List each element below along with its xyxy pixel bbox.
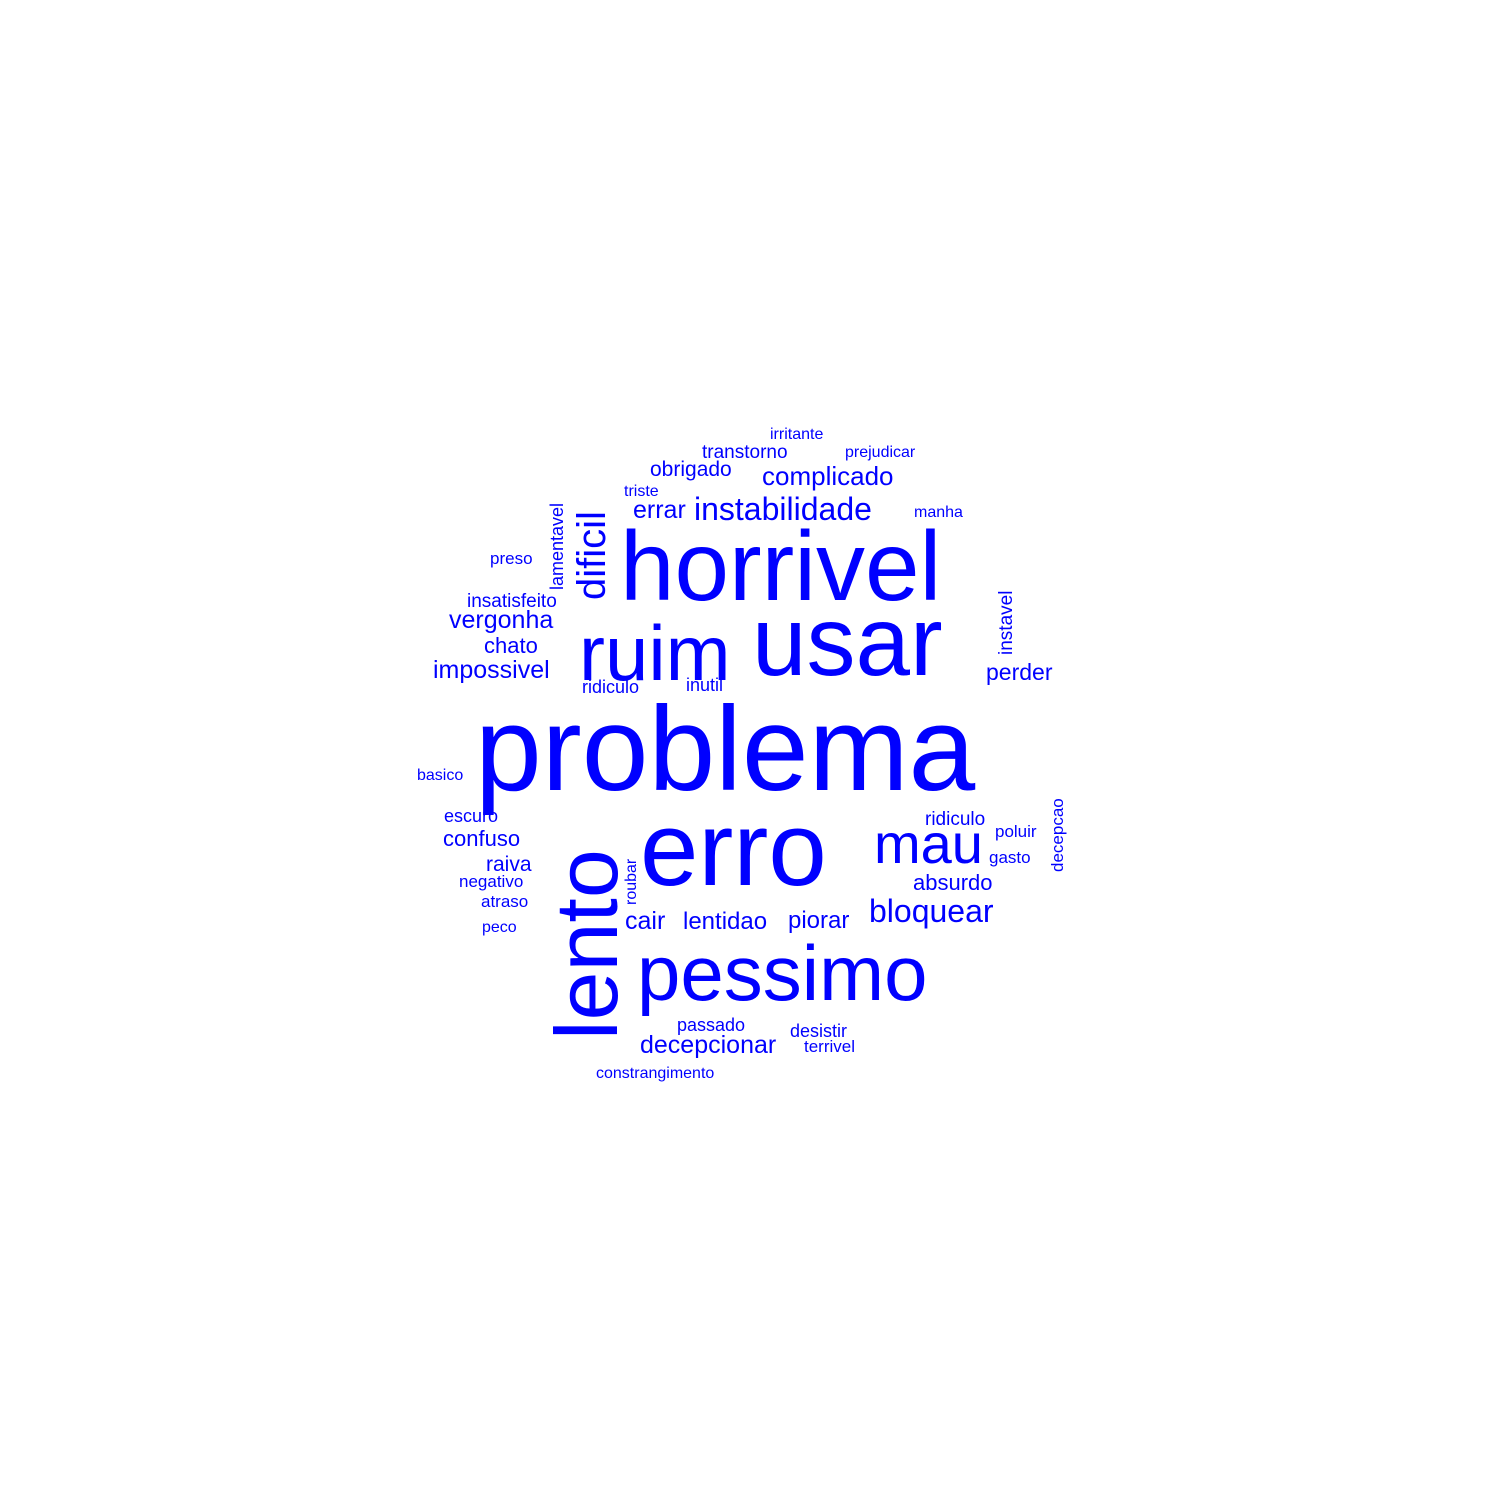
cloud-word: passado bbox=[677, 1015, 745, 1035]
cloud-word: lentidao bbox=[683, 908, 767, 935]
cloud-word: confuso bbox=[443, 826, 520, 851]
cloud-word: decepcionar bbox=[640, 1031, 776, 1059]
cloud-word: transtorno bbox=[702, 442, 788, 463]
cloud-word: vergonha bbox=[449, 606, 553, 634]
cloud-word: decepcao bbox=[1048, 798, 1067, 872]
cloud-word: raiva bbox=[486, 853, 532, 876]
cloud-word: impossivel bbox=[433, 656, 550, 684]
cloud-word: peco bbox=[482, 919, 517, 936]
cloud-word: bloquear bbox=[869, 893, 994, 929]
cloud-word: escuro bbox=[444, 806, 498, 826]
cloud-word: lento bbox=[537, 849, 636, 1040]
cloud-word: dificil bbox=[570, 511, 614, 600]
cloud-word: constrangimento bbox=[596, 1065, 714, 1082]
cloud-word: obrigado bbox=[650, 458, 732, 481]
cloud-word: ridiculo bbox=[582, 677, 639, 697]
cloud-word: negativo bbox=[459, 872, 523, 891]
cloud-word: mau bbox=[874, 812, 983, 875]
cloud-word: poluir bbox=[995, 822, 1037, 841]
cloud-word: pessimo bbox=[637, 929, 927, 1017]
cloud-word: problema bbox=[475, 682, 976, 816]
cloud-word: ridiculo bbox=[925, 809, 985, 830]
cloud-word: lamentavel bbox=[547, 503, 567, 590]
cloud-word: usar bbox=[752, 586, 943, 696]
cloud-word: inutil bbox=[686, 675, 723, 695]
cloud-word: ruim bbox=[579, 609, 731, 697]
cloud-word: manha bbox=[914, 504, 963, 521]
cloud-word: triste bbox=[624, 483, 659, 500]
cloud-word: basico bbox=[417, 767, 463, 784]
cloud-word: chato bbox=[484, 633, 538, 658]
cloud-word: irritante bbox=[770, 426, 823, 443]
cloud-word: absurdo bbox=[913, 870, 993, 895]
cloud-word: complicado bbox=[762, 461, 894, 491]
cloud-word: preso bbox=[490, 549, 533, 568]
cloud-word: insatisfeito bbox=[467, 591, 557, 612]
cloud-word: desistir bbox=[790, 1021, 847, 1041]
cloud-word: horrivel bbox=[620, 511, 941, 621]
cloud-word: instavel bbox=[996, 591, 1017, 655]
cloud-word: prejudicar bbox=[845, 444, 916, 461]
cloud-word: piorar bbox=[788, 907, 849, 934]
cloud-word: perder bbox=[986, 659, 1053, 685]
cloud-word: errar bbox=[633, 496, 686, 524]
cloud-word: roubar bbox=[623, 858, 640, 905]
cloud-word: cair bbox=[625, 907, 665, 935]
cloud-word: atraso bbox=[481, 892, 528, 911]
cloud-word: instabilidade bbox=[694, 491, 872, 527]
cloud-word: gasto bbox=[989, 848, 1031, 867]
cloud-word: erro bbox=[640, 791, 827, 908]
cloud-word: terrivel bbox=[804, 1037, 855, 1056]
